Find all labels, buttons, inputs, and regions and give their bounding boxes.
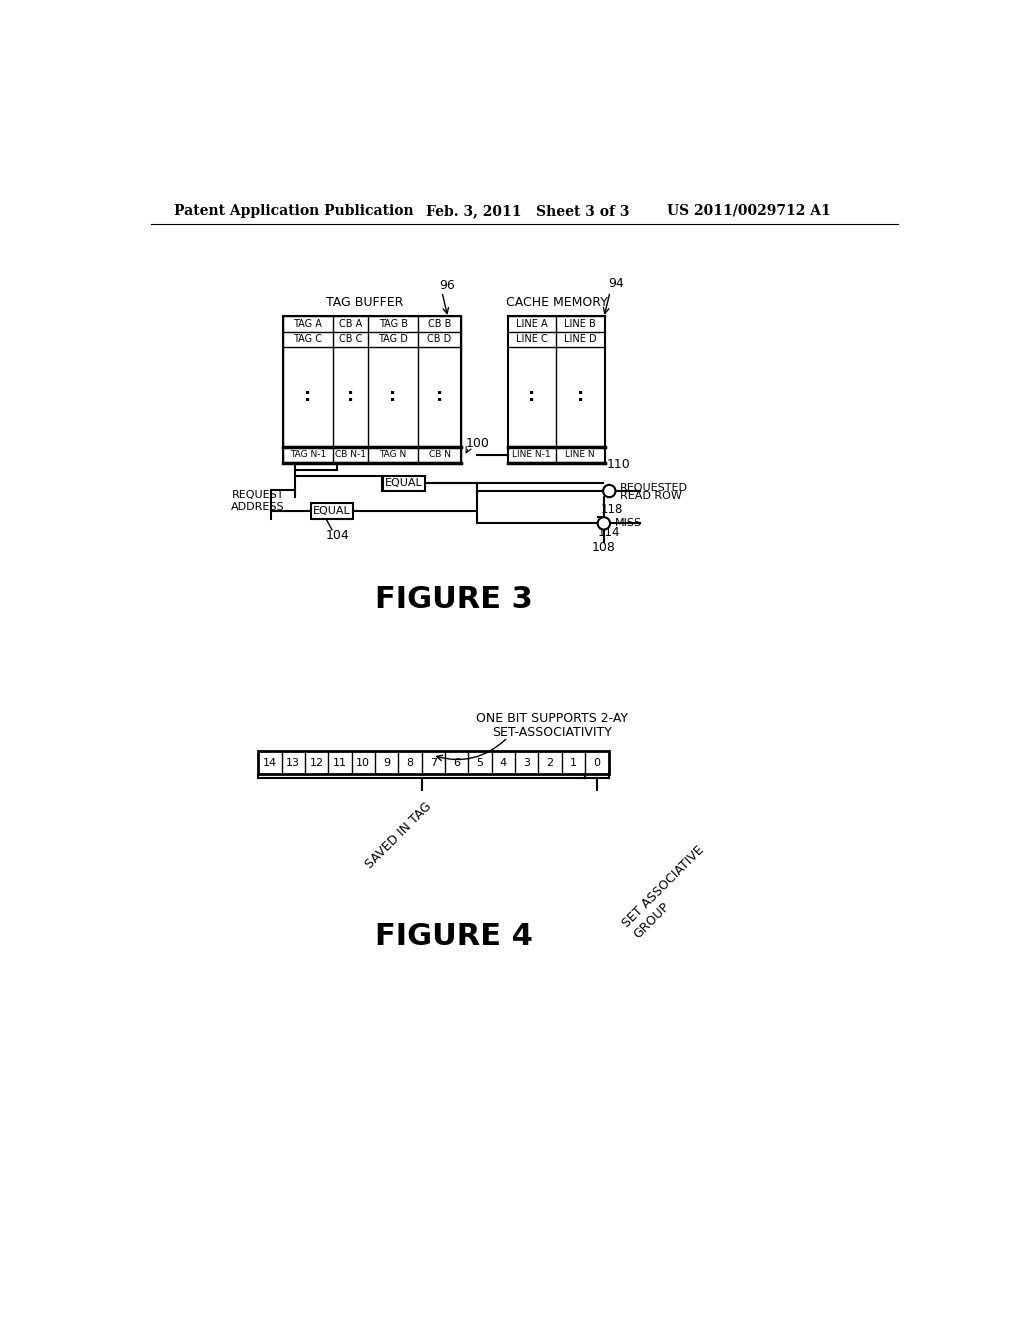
Text: US 2011/0029712 A1: US 2011/0029712 A1 <box>667 203 830 218</box>
Text: 108: 108 <box>592 541 615 554</box>
Bar <box>508 317 604 462</box>
Text: Patent Application Publication: Patent Application Publication <box>174 203 414 218</box>
Text: FIGURE 3: FIGURE 3 <box>375 585 532 614</box>
Text: CB B: CB B <box>428 319 452 329</box>
Text: TAG B: TAG B <box>379 319 408 329</box>
Text: 3: 3 <box>523 758 530 768</box>
Text: 110: 110 <box>607 458 631 471</box>
Text: CB N-1: CB N-1 <box>335 450 366 459</box>
Text: REQUEST
ADDRESS: REQUEST ADDRESS <box>231 490 285 512</box>
Text: FIGURE 4: FIGURE 4 <box>375 921 532 950</box>
Text: EQUAL: EQUAL <box>385 478 423 488</box>
Text: 96: 96 <box>438 279 455 292</box>
Text: CACHE MEMORY: CACHE MEMORY <box>506 296 607 309</box>
Circle shape <box>603 484 615 498</box>
Text: LINE A: LINE A <box>516 319 548 329</box>
Text: :: : <box>304 387 311 404</box>
Text: 100: 100 <box>466 437 489 450</box>
Text: 13: 13 <box>287 758 300 768</box>
Text: 11: 11 <box>333 758 347 768</box>
Text: :: : <box>347 387 354 404</box>
Text: REQUESTED: REQUESTED <box>621 483 688 492</box>
Text: SET-ASSOCIATIVITY: SET-ASSOCIATIVITY <box>492 726 612 739</box>
Text: LINE C: LINE C <box>516 334 548 345</box>
Bar <box>283 317 461 462</box>
Text: 1: 1 <box>570 758 577 768</box>
Text: :: : <box>577 387 584 404</box>
Text: 6: 6 <box>454 758 460 768</box>
Text: TAG N: TAG N <box>380 450 407 459</box>
Text: 114: 114 <box>598 527 621 539</box>
Text: SAVED IN TAG: SAVED IN TAG <box>362 800 434 871</box>
Text: TAG BUFFER: TAG BUFFER <box>326 296 403 309</box>
Text: EQUAL: EQUAL <box>313 506 350 516</box>
Text: TAG N-1: TAG N-1 <box>290 450 326 459</box>
Text: LINE N-1: LINE N-1 <box>512 450 551 459</box>
Text: :: : <box>436 387 443 404</box>
Text: 0: 0 <box>593 758 600 768</box>
Text: 7: 7 <box>430 758 437 768</box>
Text: 14: 14 <box>263 758 276 768</box>
Text: TAG C: TAG C <box>293 334 323 345</box>
Text: 118: 118 <box>601 503 624 516</box>
Text: 12: 12 <box>309 758 324 768</box>
Text: :: : <box>389 387 396 404</box>
Text: LINE N: LINE N <box>565 450 595 459</box>
Text: 8: 8 <box>407 758 414 768</box>
Text: READ ROW: READ ROW <box>621 491 682 500</box>
Text: 5: 5 <box>476 758 483 768</box>
Circle shape <box>598 517 610 529</box>
Text: ONE BIT SUPPORTS 2-AY: ONE BIT SUPPORTS 2-AY <box>476 713 628 726</box>
Text: TAG D: TAG D <box>378 334 408 345</box>
Text: CB N: CB N <box>429 450 451 459</box>
Text: :: : <box>528 387 536 404</box>
Bar <box>383 475 425 491</box>
Text: CB D: CB D <box>427 334 452 345</box>
Text: LINE D: LINE D <box>564 334 597 345</box>
Text: 4: 4 <box>500 758 507 768</box>
Text: 10: 10 <box>356 758 371 768</box>
Text: SET ASSOCIATIVE
GROUP: SET ASSOCIATIVE GROUP <box>621 843 718 941</box>
Text: 94: 94 <box>608 277 625 290</box>
Text: 2: 2 <box>547 758 554 768</box>
Bar <box>258 751 608 775</box>
Text: MISS: MISS <box>614 519 642 528</box>
Text: Feb. 3, 2011   Sheet 3 of 3: Feb. 3, 2011 Sheet 3 of 3 <box>426 203 630 218</box>
Text: LINE B: LINE B <box>564 319 596 329</box>
Text: TAG A: TAG A <box>293 319 323 329</box>
Bar <box>310 503 353 519</box>
Text: 104: 104 <box>326 529 349 543</box>
Text: 9: 9 <box>383 758 390 768</box>
Text: CB C: CB C <box>339 334 362 345</box>
Text: CB A: CB A <box>339 319 362 329</box>
